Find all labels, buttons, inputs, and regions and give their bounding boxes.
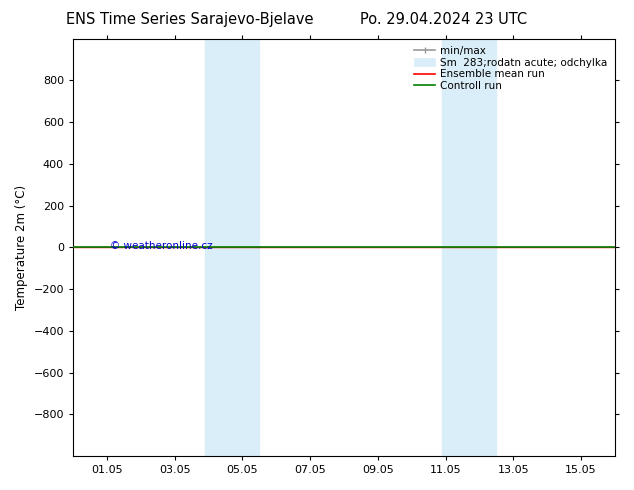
Y-axis label: Temperature 2m (°C): Temperature 2m (°C) bbox=[15, 185, 28, 310]
Text: ENS Time Series Sarajevo-Bjelave: ENS Time Series Sarajevo-Bjelave bbox=[67, 12, 314, 27]
Bar bbox=[462, 39, 496, 456]
Bar bbox=[226, 39, 259, 456]
Legend: min/max, Sm  283;rodatn acute; odchylka, Ensemble mean run, Controll run: min/max, Sm 283;rodatn acute; odchylka, … bbox=[412, 44, 610, 93]
Bar bbox=[442, 39, 462, 456]
Bar bbox=[205, 39, 226, 456]
Text: Po. 29.04.2024 23 UTC: Po. 29.04.2024 23 UTC bbox=[360, 12, 527, 27]
Text: © weatheronline.cz: © weatheronline.cz bbox=[110, 241, 213, 251]
